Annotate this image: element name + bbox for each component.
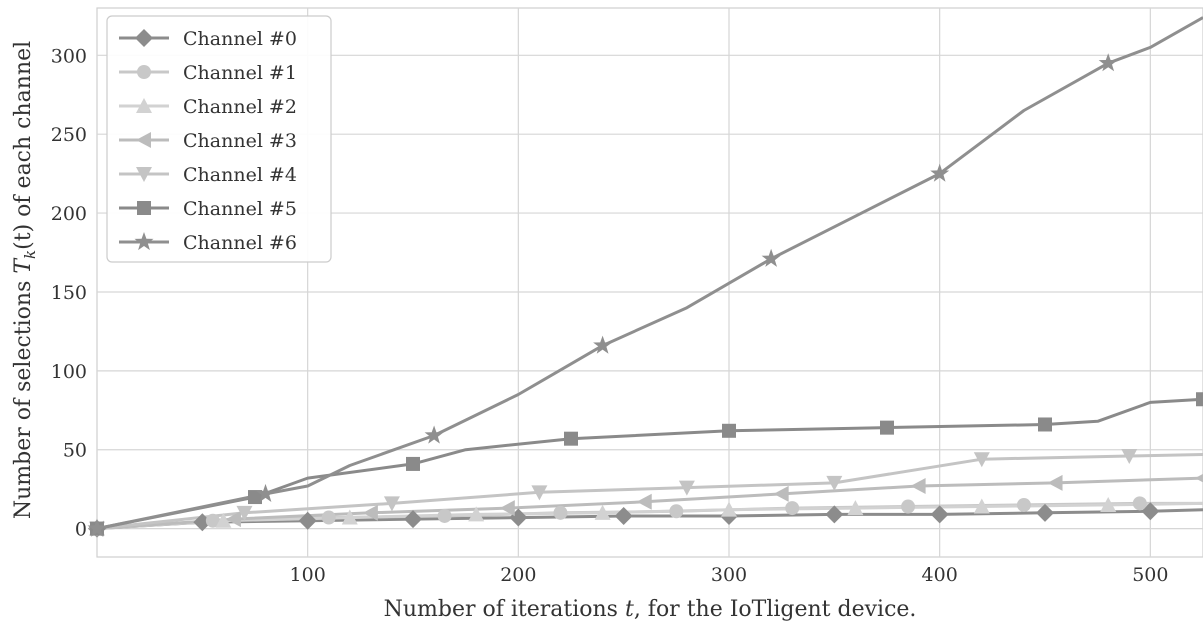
y-tick-label: 300 (51, 45, 87, 67)
legend-marker (137, 65, 151, 79)
series-point-5 (880, 421, 894, 435)
series-point-1 (1017, 498, 1031, 512)
legend-label: Channel #0 (183, 28, 297, 50)
y-axis-label: Number of selections Tk(t) of each chann… (11, 41, 39, 519)
series-point-5 (406, 457, 420, 471)
x-tick-label: 100 (290, 564, 326, 586)
y-tick-label: 150 (51, 282, 87, 304)
legend: Channel #0 Channel #1 Channel #2 Channel #3… (107, 16, 331, 262)
legend-label: Channel #1 (183, 62, 297, 84)
y-tick-label: 200 (51, 203, 87, 225)
legend-label: Channel #4 (183, 164, 297, 186)
series-point-1 (1133, 496, 1147, 510)
series-point-5 (1038, 417, 1052, 431)
legend-label: Channel #6 (183, 232, 297, 254)
y-tick-label: 0 (75, 519, 87, 541)
series-point-1 (553, 506, 567, 520)
x-tick-label: 200 (500, 564, 536, 586)
legend-label: Channel #2 (183, 96, 297, 118)
series-point-5 (722, 424, 736, 438)
series-point-1 (785, 501, 799, 515)
y-tick-label: 50 (63, 440, 87, 462)
legend-marker (137, 201, 151, 215)
series-point-1 (322, 511, 336, 525)
x-axis-label: Number of iterations t, for the IoTligen… (384, 597, 917, 622)
x-tick-label: 400 (922, 564, 958, 586)
series-point-1 (438, 509, 452, 523)
x-tick-label: 500 (1132, 564, 1168, 586)
series-point-5 (564, 432, 578, 446)
series-point-1 (669, 504, 683, 518)
legend-label: Channel #3 (183, 130, 297, 152)
series-point-1 (901, 500, 915, 514)
y-tick-label: 250 (51, 124, 87, 146)
x-tick-label: 300 (711, 564, 747, 586)
y-tick-label: 100 (51, 361, 87, 383)
legend-label: Channel #5 (183, 198, 297, 220)
series-point-5 (1196, 392, 1203, 406)
